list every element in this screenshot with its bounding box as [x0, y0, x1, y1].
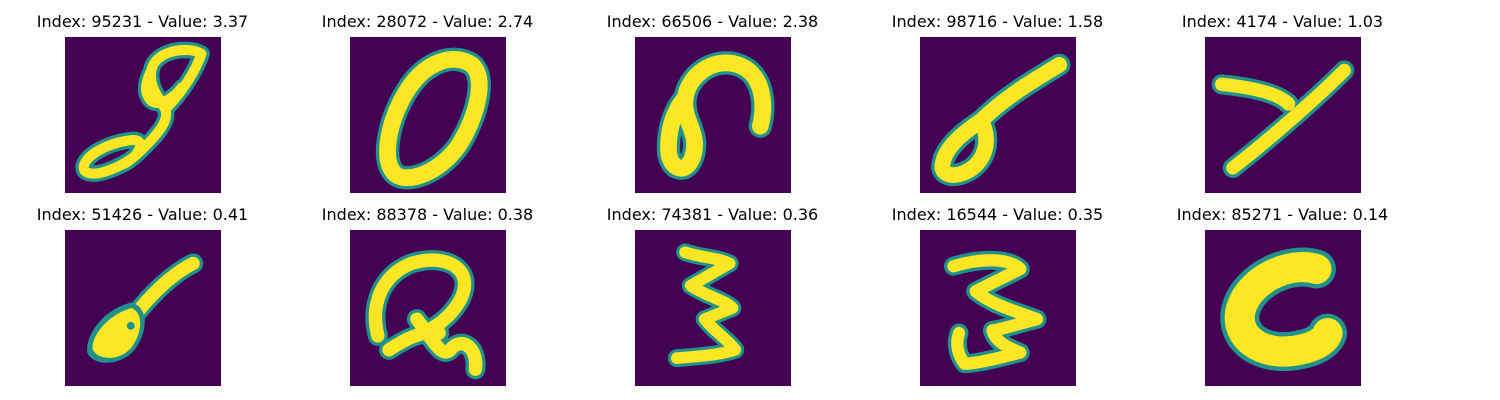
panel-title: Index: 28072 - Value: 2.74	[321, 12, 534, 31]
digit-4-icon	[1205, 37, 1361, 193]
panel-title: Index: 85271 - Value: 0.14	[1176, 205, 1389, 224]
panel-1: Index: 95231 - Value: 3.37	[0, 0, 285, 193]
digit-3-icon	[635, 230, 791, 386]
panel-title: Index: 88378 - Value: 0.38	[321, 205, 534, 224]
digit-6-blob-icon	[65, 230, 221, 386]
panel-title: Index: 16544 - Value: 0.35	[891, 205, 1104, 224]
panel-7: Index: 88378 - Value: 0.38	[285, 193, 570, 386]
digit-6-slanted-icon	[920, 37, 1076, 193]
panel-title: Index: 98716 - Value: 1.58	[891, 12, 1104, 31]
panel-title: Index: 4174 - Value: 1.03	[1181, 12, 1384, 31]
digit-3-zigzag-icon	[920, 230, 1076, 386]
panel-4: Index: 98716 - Value: 1.58	[855, 0, 1140, 193]
panel-5: Index: 4174 - Value: 1.03	[1140, 0, 1425, 193]
panel-2: Index: 28072 - Value: 2.74	[285, 0, 570, 193]
digit-8-icon	[65, 37, 221, 193]
panel-title: Index: 95231 - Value: 3.37	[36, 12, 249, 31]
letter-c-icon	[1205, 230, 1361, 386]
panel-9: Index: 16544 - Value: 0.35	[855, 193, 1140, 386]
panel-10: Index: 85271 - Value: 0.14	[1140, 193, 1425, 386]
panel-6: Index: 51426 - Value: 0.41	[0, 193, 285, 386]
panel-title: Index: 51426 - Value: 0.41	[36, 205, 249, 224]
panel-8: Index: 74381 - Value: 0.36	[570, 193, 855, 386]
panel-title: Index: 74381 - Value: 0.36	[606, 205, 819, 224]
digit-6-icon	[635, 37, 791, 193]
digit-2-icon	[350, 230, 506, 386]
panel-3: Index: 66506 - Value: 2.38	[570, 0, 855, 193]
panel-title: Index: 66506 - Value: 2.38	[606, 12, 819, 31]
digit-0-icon	[350, 37, 506, 193]
